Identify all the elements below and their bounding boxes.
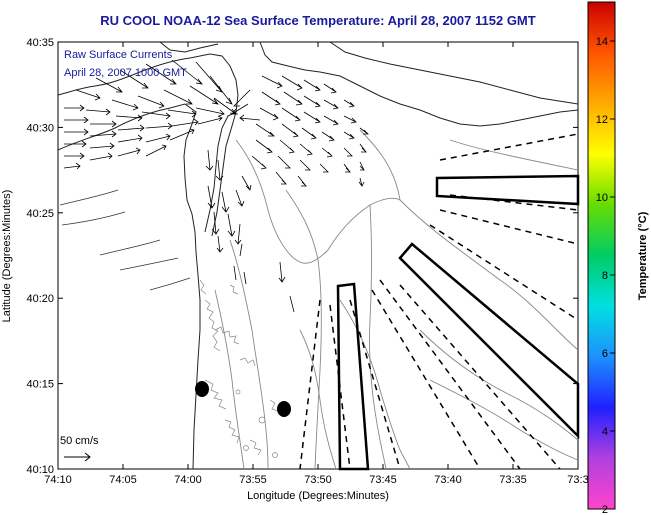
colorbar-tick-label: 8 bbox=[602, 270, 608, 282]
y-tick-label: 40:35 bbox=[26, 37, 54, 49]
figure-title: RU COOL NOAA-12 Sea Surface Temperature:… bbox=[100, 13, 535, 28]
bay-shore bbox=[57, 53, 239, 113]
y-tick-label: 40:10 bbox=[26, 464, 54, 476]
buoy-marker-1 bbox=[195, 381, 209, 397]
x-tick-label: 74:10 bbox=[44, 474, 72, 486]
y-tick-label: 40:20 bbox=[26, 293, 54, 305]
colorbar-ticks: 14 12 10 8 6 4 2 bbox=[596, 36, 615, 515]
colorbar-tick-label: 6 bbox=[602, 348, 608, 360]
x-tick-label: 74:05 bbox=[109, 474, 137, 486]
buoy-marker-2 bbox=[277, 401, 291, 417]
bathymetry-contours bbox=[214, 129, 579, 470]
x-tick-label: 73:35 bbox=[499, 474, 527, 486]
coastline bbox=[57, 103, 201, 470]
scale-bar-label: 50 cm/s bbox=[60, 435, 99, 447]
colorbar-tick-label: 4 bbox=[602, 426, 608, 438]
radar-range-lines bbox=[299, 133, 579, 470]
x-axis: 74:10 74:05 74:00 73:55 73:50 73:45 73:40 73:35… bbox=[44, 42, 589, 486]
y-tick-label: 40:15 bbox=[26, 379, 54, 391]
nearshore-noise bbox=[199, 279, 279, 458]
surface-current-vectors bbox=[63, 59, 369, 313]
y-axis-label: Latitude (Degrees:Minutes) bbox=[1, 190, 13, 323]
x-tick-label: 73:40 bbox=[434, 474, 462, 486]
colorbar-label: Temperature (°C) bbox=[637, 211, 649, 300]
inset-date: April 28, 2007 1000 GMT bbox=[64, 67, 187, 79]
long-island-shore-2 bbox=[329, 41, 579, 105]
y-axis: 40:35 40:30 40:25 40:20 40:15 40:10 bbox=[26, 37, 578, 476]
map-frame bbox=[57, 41, 579, 470]
estuary-inlets bbox=[59, 189, 191, 291]
scale-bar-arrow bbox=[64, 452, 91, 462]
x-tick-label: 73:3 bbox=[567, 474, 588, 486]
long-island-shore bbox=[259, 41, 579, 127]
y-tick-label: 40:25 bbox=[26, 208, 54, 220]
x-tick-label: 73:55 bbox=[239, 474, 267, 486]
colorbar-tick-label: 10 bbox=[596, 192, 608, 204]
map-content: Raw Surface Currents April 28, 2007 1000… bbox=[57, 41, 580, 471]
colorbar-tick-label: 14 bbox=[596, 36, 608, 48]
x-tick-label: 73:45 bbox=[369, 474, 397, 486]
inset-title: Raw Surface Currents bbox=[64, 49, 173, 61]
x-tick-label: 74:00 bbox=[174, 474, 202, 486]
staten-island bbox=[159, 41, 219, 53]
x-tick-label: 73:50 bbox=[304, 474, 332, 486]
x-axis-label: Longitude (Degrees:Minutes) bbox=[247, 490, 389, 502]
colorbar-tick-label: 12 bbox=[596, 114, 608, 126]
y-tick-label: 40:30 bbox=[26, 122, 54, 134]
colorbar bbox=[587, 1, 616, 510]
colorbar-tick-label: 2 bbox=[602, 504, 608, 515]
